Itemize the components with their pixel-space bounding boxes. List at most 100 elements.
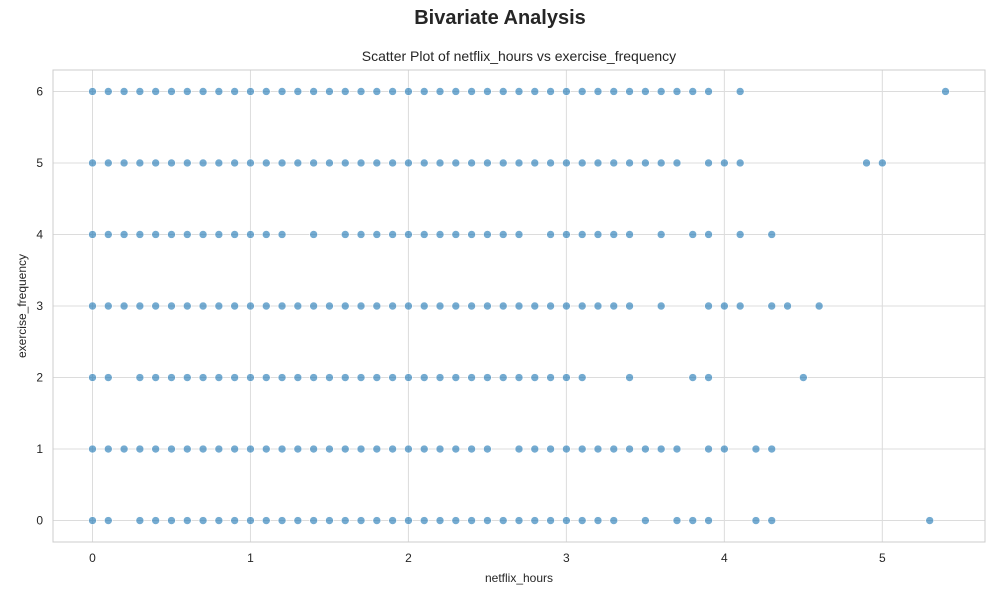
scatter-point	[182, 87, 192, 96]
scatter-point	[277, 516, 287, 525]
scatter-point	[483, 87, 492, 96]
scatter-point	[625, 373, 634, 382]
scatter-point	[404, 230, 413, 239]
scatter-point	[546, 87, 555, 96]
scatter-point	[593, 301, 603, 311]
scatter-point	[546, 158, 555, 168]
scatter-point	[182, 158, 192, 168]
scatter-point	[88, 373, 97, 382]
scatter-point	[372, 444, 382, 454]
scatter-point	[119, 87, 129, 96]
scatter-point	[277, 230, 287, 239]
scatter-point	[88, 230, 97, 239]
scatter-point	[119, 301, 129, 311]
scatter-point	[577, 158, 587, 168]
scatter-point	[704, 301, 713, 311]
scatter-point	[372, 158, 382, 168]
y-tick-label: 4	[36, 227, 43, 241]
x-tick-label: 3	[563, 551, 570, 565]
scatter-point	[246, 158, 255, 168]
data-points	[88, 87, 950, 525]
scatter-point	[530, 373, 540, 382]
scatter-point	[230, 230, 239, 239]
scatter-point	[498, 373, 508, 382]
scatter-point	[88, 158, 97, 168]
scatter-point	[325, 301, 334, 311]
scatter-point	[388, 444, 397, 454]
y-tick-label: 1	[36, 442, 43, 456]
scatter-point	[767, 301, 777, 311]
scatter-point	[167, 158, 176, 168]
scatter-point	[751, 516, 761, 525]
scatter-point	[767, 230, 777, 239]
scatter-point	[530, 87, 540, 96]
scatter-point	[514, 373, 524, 382]
x-tick-label: 4	[721, 551, 728, 565]
scatter-point	[119, 444, 129, 454]
scatter-point	[625, 444, 634, 454]
scatter-point	[340, 87, 350, 96]
scatter-point	[562, 301, 571, 311]
y-tick-label: 6	[36, 84, 43, 98]
scatter-point	[641, 444, 650, 454]
scatter-point	[577, 516, 587, 525]
scatter-point	[372, 230, 382, 239]
scatter-point	[483, 158, 492, 168]
scatter-point	[167, 373, 176, 382]
scatter-point	[103, 301, 113, 311]
scatter-point	[214, 158, 224, 168]
scatter-point	[546, 444, 555, 454]
scatter-point	[198, 516, 208, 525]
scatter-point	[325, 444, 334, 454]
scatter-point	[530, 444, 540, 454]
scatter-point	[593, 158, 603, 168]
scatter-point	[277, 301, 287, 311]
scatter-point	[435, 301, 445, 311]
scatter-point	[356, 158, 366, 168]
scatter-point	[88, 444, 97, 454]
scatter-point	[514, 87, 524, 96]
scatter-point	[530, 301, 540, 311]
scatter-point	[340, 230, 350, 239]
scatter-point	[419, 373, 429, 382]
scatter-point	[151, 373, 160, 382]
scatter-point	[103, 516, 113, 525]
plot-frame	[52, 69, 986, 543]
scatter-point	[799, 373, 808, 382]
scatter-point	[451, 230, 461, 239]
scatter-point	[340, 373, 350, 382]
scatter-point	[182, 373, 192, 382]
scatter-point	[309, 444, 318, 454]
scatter-point	[214, 230, 224, 239]
scatter-point	[562, 87, 571, 96]
scatter-point	[88, 301, 97, 311]
scatter-point	[404, 301, 413, 311]
scatter-point	[656, 87, 666, 96]
scatter-point	[372, 301, 382, 311]
scatter-point	[577, 301, 587, 311]
scatter-point	[356, 373, 366, 382]
scatter-point	[467, 516, 476, 525]
scatter-point	[593, 516, 603, 525]
scatter-point	[340, 301, 350, 311]
scatter-point	[593, 87, 603, 96]
scatter-point	[356, 87, 366, 96]
scatter-point	[419, 87, 429, 96]
scatter-point	[546, 373, 555, 382]
scatter-point	[672, 444, 682, 454]
scatter-point	[182, 230, 192, 239]
scatter-point	[214, 301, 224, 311]
scatter-point	[530, 516, 540, 525]
scatter-point	[483, 230, 492, 239]
scatter-point	[498, 301, 508, 311]
scatter-point	[340, 516, 350, 525]
scatter-point	[293, 373, 303, 382]
scatter-point	[103, 444, 113, 454]
scatter-point	[309, 373, 318, 382]
scatter-point	[672, 516, 682, 525]
scatter-point	[404, 87, 413, 96]
chart-title: Scatter Plot of netflix_hours vs exercis…	[362, 48, 676, 64]
scatter-point	[735, 230, 745, 239]
scatter-point	[388, 301, 397, 311]
scatter-point	[261, 373, 271, 382]
